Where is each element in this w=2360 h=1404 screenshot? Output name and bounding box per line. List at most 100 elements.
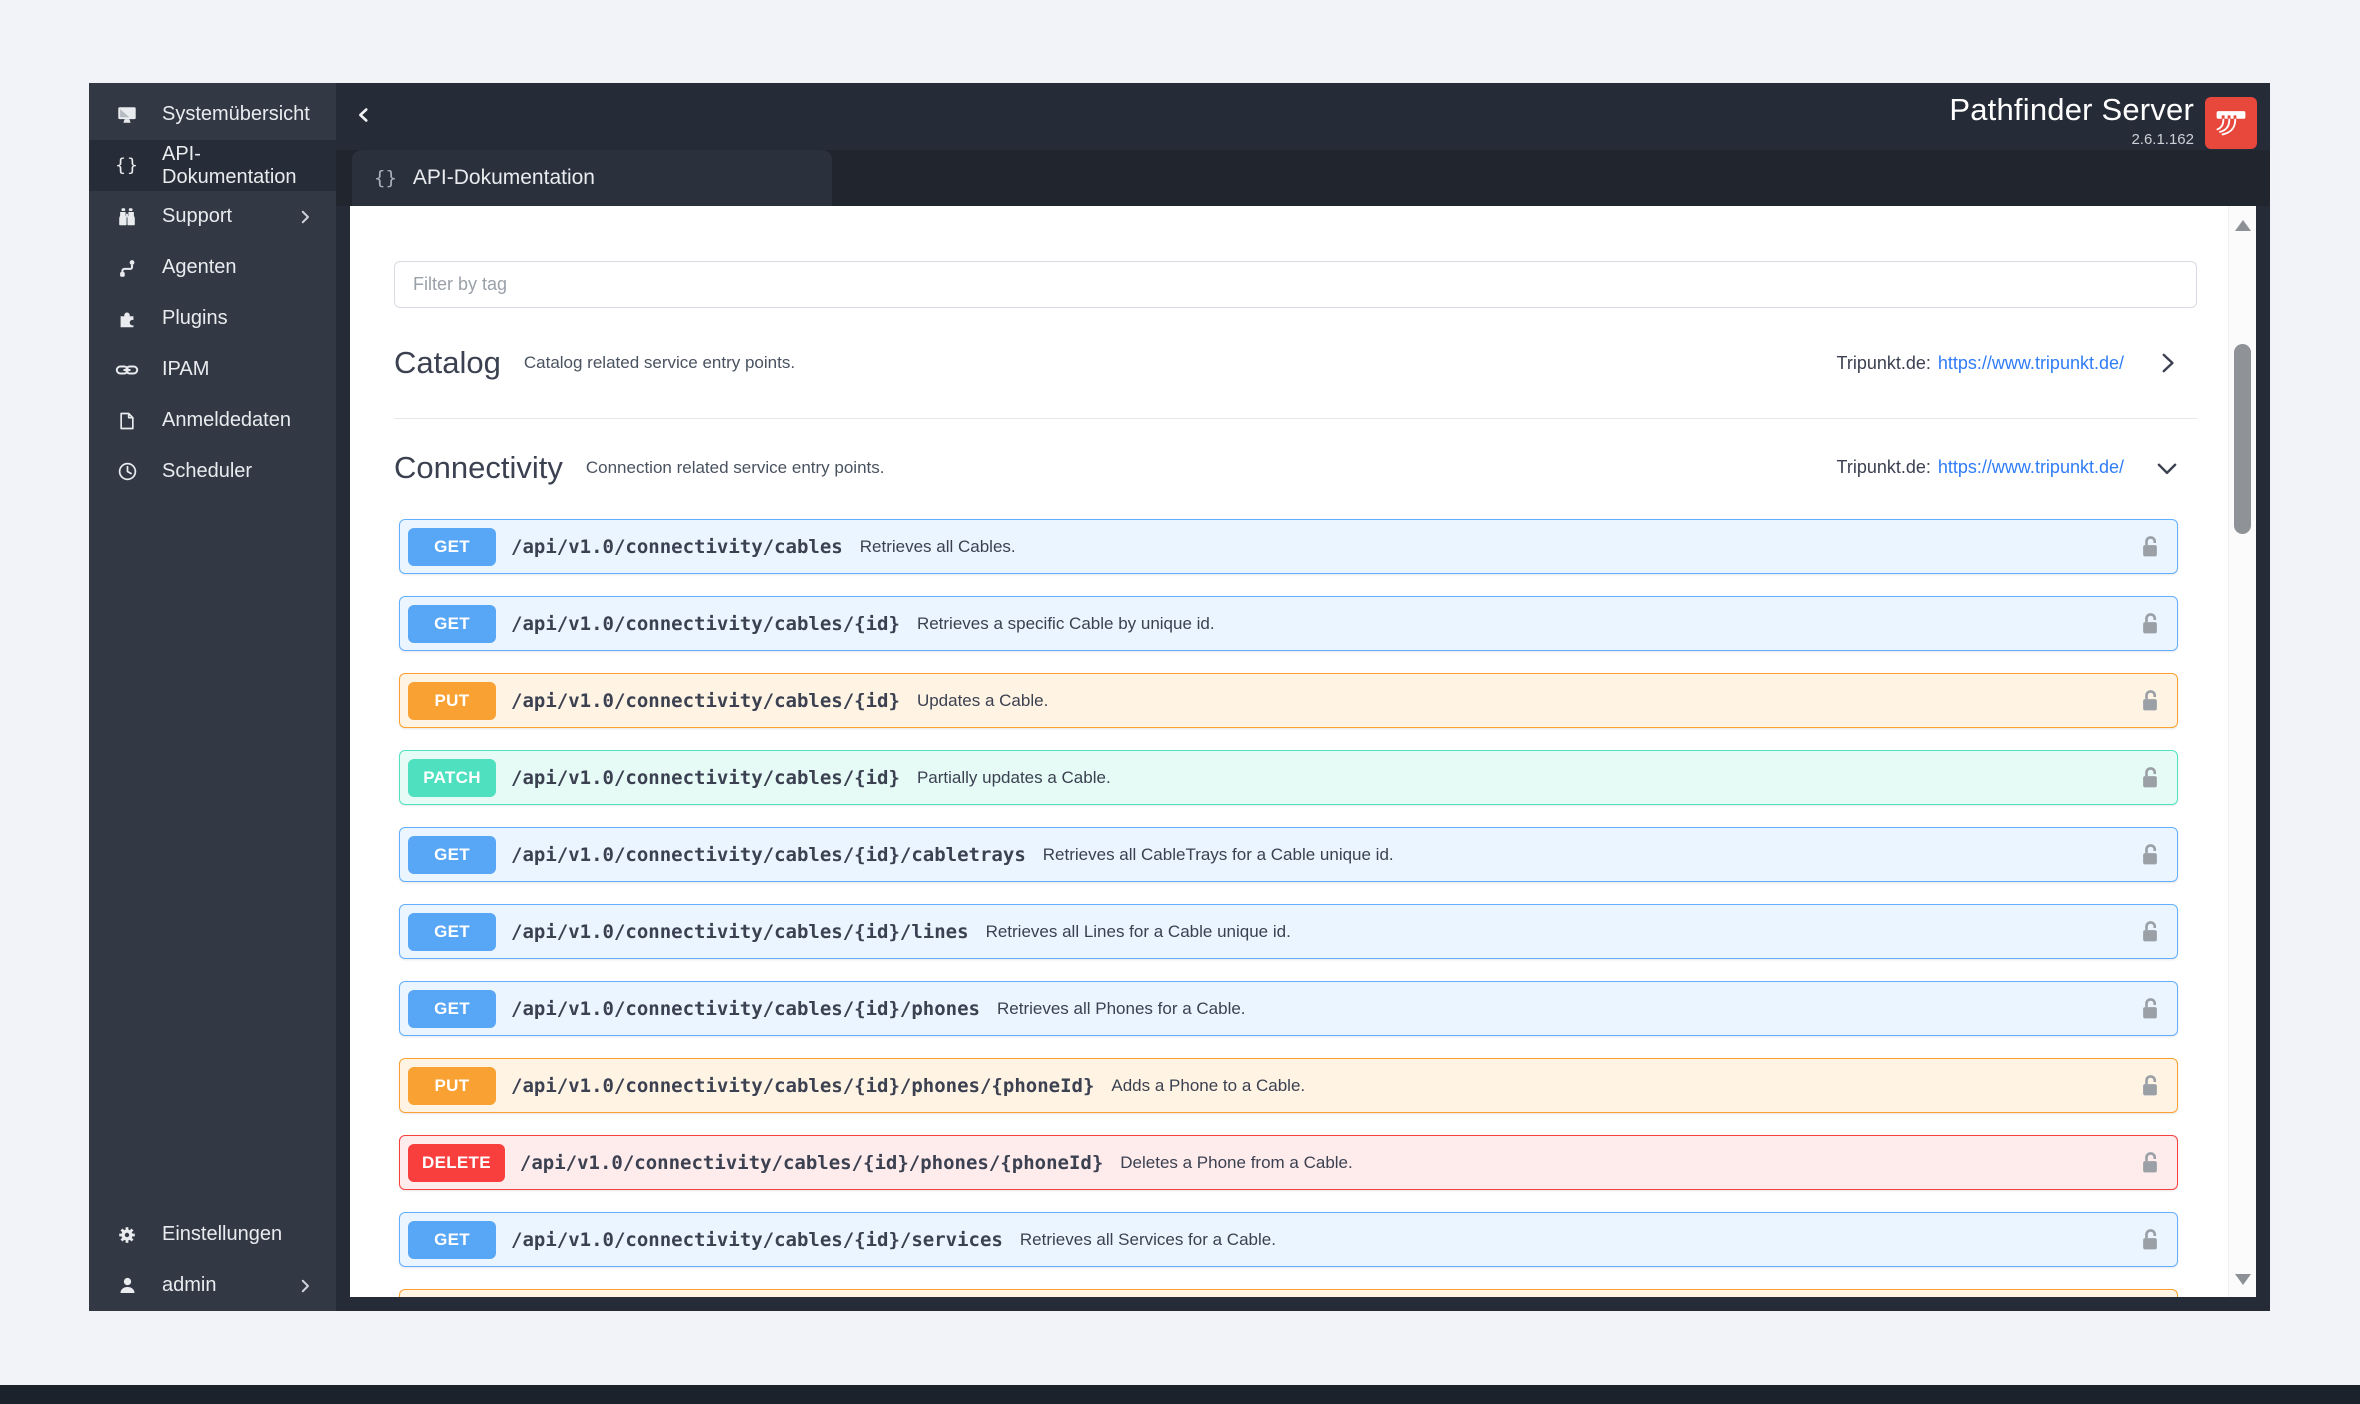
link-icon (114, 358, 140, 382)
app-version: 2.6.1.162 (2131, 131, 2194, 148)
sidebar-item-support[interactable]: Support (89, 191, 336, 242)
section-title[interactable]: Catalog (394, 345, 501, 380)
chevron-down-icon[interactable] (2154, 455, 2180, 481)
route-icon (114, 257, 140, 279)
top-bar: Pathfinder Server 2.6.1.162 (336, 83, 2270, 150)
endpoint-description: Retrieves all Services for a Cable. (1019, 1229, 1276, 1249)
brand-block: Pathfinder Server 2.6.1.162 (1949, 92, 2194, 148)
sidebar-item-agenten[interactable]: Agenten (89, 242, 336, 293)
sidebar-item-label: Agenten (162, 256, 237, 278)
endpoint-path: /api/v1.0/connectivity/cables/{id}/servi… (511, 1228, 1003, 1251)
endpoint-description: Retrieves all CableTrays for a Cable uni… (1042, 844, 1394, 864)
tab-label: API-Dokumentation (412, 166, 595, 189)
method-badge: DELETE (408, 1143, 505, 1182)
sidebar-item-label: Scheduler (162, 460, 253, 482)
unlock-icon[interactable] (2135, 686, 2165, 716)
main-area: Pathfinder Server 2.6.1.162 {} API-Dokum… (336, 83, 2270, 1311)
endpoint-path: /api/v1.0/connectivity/cables/{id}/cable… (511, 843, 1026, 866)
unlock-icon[interactable] (2135, 763, 2165, 793)
endpoint-row[interactable]: PUT /api/v1.0/connectivity/cables/{id} U… (399, 673, 2178, 728)
sidebar-spacer (89, 497, 336, 1209)
endpoint-description: Retrieves all Cables. (859, 536, 1016, 556)
sidebar-item-einstellungen[interactable]: Einstellungen (89, 1209, 336, 1260)
method-badge: PUT (408, 681, 496, 720)
server-link[interactable]: https://www.tripunkt.de/ (1937, 457, 2124, 477)
sidebar-item-label: admin (162, 1274, 217, 1296)
section-title[interactable]: Connectivity (394, 449, 563, 485)
section-header-connectivity[interactable]: Connectivity Connection related service … (394, 419, 2197, 516)
braces-icon: {} (115, 155, 139, 176)
sidebar-item-plugins[interactable]: Plugins (89, 293, 336, 344)
server-link[interactable]: https://www.tripunkt.de/ (1937, 352, 2124, 373)
app-window: Systemübersicht {} API-Dokumentation Sup… (89, 83, 2270, 1311)
endpoint-row[interactable]: GET /api/v1.0/connectivity/cables/{id} R… (399, 596, 2178, 651)
unlock-icon[interactable] (2135, 1148, 2165, 1178)
user-icon (114, 1275, 140, 1296)
section-server-info: Tripunkt.de: https://www.tripunkt.de/ (1837, 455, 2197, 481)
method-badge: PATCH (408, 758, 496, 797)
scrollbar[interactable] (2228, 206, 2256, 1297)
endpoint-description: Deletes a Phone from a Cable. (1120, 1152, 1353, 1172)
endpoint-row-partial[interactable]: PUT (399, 1289, 2178, 1297)
file-icon (114, 411, 140, 431)
sidebar-item-label: Einstellungen (162, 1223, 283, 1245)
endpoint-row[interactable]: GET /api/v1.0/connectivity/cables/{id}/p… (399, 981, 2178, 1036)
endpoint-row[interactable]: PATCH /api/v1.0/connectivity/cables/{id}… (399, 750, 2178, 805)
desktop-bottom-bar (0, 1385, 2360, 1404)
sidebar-item-label: Support (162, 205, 233, 227)
endpoint-description: Adds a Phone to a Cable. (1111, 1075, 1306, 1095)
tab-api-dokumentation[interactable]: {} API-Dokumentation (352, 150, 832, 206)
sidebar-item-admin[interactable]: admin (89, 1260, 336, 1311)
endpoint-path: /api/v1.0/connectivity/cables/{id}/phone… (511, 1074, 1095, 1097)
endpoint-path: /api/v1.0/connectivity/cables (511, 535, 843, 558)
endpoint-path: /api/v1.0/connectivity/cables/{id} (511, 689, 900, 712)
unlock-icon[interactable] (2135, 917, 2165, 947)
endpoint-description: Retrieves all Phones for a Cable. (997, 998, 1246, 1018)
scroll-pane: Catalog Catalog related service entry po… (350, 206, 2228, 1297)
server-label: Tripunkt.de: (1836, 352, 1931, 373)
method-badge: GET (408, 604, 496, 643)
method-badge: GET (408, 835, 496, 874)
endpoint-description: Partially updates a Cable. (916, 767, 1111, 787)
scroll-down-arrow-icon[interactable] (2235, 1274, 2251, 1285)
sidebar: Systemübersicht {} API-Dokumentation Sup… (89, 83, 336, 1311)
sidebar-item-anmeldedaten[interactable]: Anmeldedaten (89, 395, 336, 446)
method-badge: GET (408, 912, 496, 951)
unlock-icon[interactable] (2135, 609, 2165, 639)
section-header-catalog[interactable]: Catalog Catalog related service entry po… (394, 308, 2197, 419)
endpoint-path: /api/v1.0/connectivity/cables/{id}/lines (511, 920, 969, 943)
sidebar-collapse-button[interactable] (344, 95, 384, 135)
sidebar-item-label: IPAM (162, 358, 210, 380)
unlock-icon[interactable] (2135, 1071, 2165, 1101)
sidebar-item-label: Plugins (162, 307, 228, 329)
unlock-icon[interactable] (2135, 1225, 2165, 1255)
endpoint-row[interactable]: GET /api/v1.0/connectivity/cables/{id}/l… (399, 904, 2178, 959)
endpoint-row[interactable]: GET /api/v1.0/connectivity/cables/{id}/c… (399, 827, 2178, 882)
sidebar-item-systemuebersicht[interactable]: Systemübersicht (89, 89, 336, 140)
gear-icon (114, 1224, 140, 1246)
unlock-icon[interactable] (2135, 994, 2165, 1024)
endpoint-path: /api/v1.0/connectivity/cables/{id}/phone… (511, 997, 980, 1020)
sidebar-item-api-dokumentation[interactable]: {} API-Dokumentation (89, 140, 336, 191)
puzzle-icon (114, 308, 140, 330)
method-badge: GET (408, 1220, 496, 1259)
sidebar-item-scheduler[interactable]: Scheduler (89, 446, 336, 497)
unlock-icon[interactable] (2135, 532, 2165, 562)
scroll-up-arrow-icon[interactable] (2235, 220, 2251, 231)
endpoint-description: Updates a Cable. (916, 690, 1049, 710)
endpoint-row[interactable]: GET /api/v1.0/connectivity/cables/{id}/s… (399, 1212, 2178, 1267)
section-description: Catalog related service entry points. (523, 353, 796, 372)
filter-by-tag-input[interactable] (394, 261, 2197, 308)
section-description: Connection related service entry points. (585, 457, 885, 477)
endpoint-row[interactable]: PUT /api/v1.0/connectivity/cables/{id}/p… (399, 1058, 2178, 1113)
pathfinder-logo-icon (2205, 97, 2257, 149)
unlock-icon[interactable] (2135, 840, 2165, 870)
scrollbar-thumb[interactable] (2234, 344, 2251, 534)
sidebar-item-ipam[interactable]: IPAM (89, 344, 336, 395)
sidebar-item-label: Anmeldedaten (162, 409, 291, 431)
chevron-right-icon[interactable] (2154, 350, 2180, 376)
endpoint-path: /api/v1.0/connectivity/cables/{id} (511, 612, 900, 635)
endpoint-list: GET /api/v1.0/connectivity/cables Retrie… (399, 519, 2178, 1297)
endpoint-row[interactable]: DELETE /api/v1.0/connectivity/cables/{id… (399, 1135, 2178, 1190)
endpoint-row[interactable]: GET /api/v1.0/connectivity/cables Retrie… (399, 519, 2178, 574)
